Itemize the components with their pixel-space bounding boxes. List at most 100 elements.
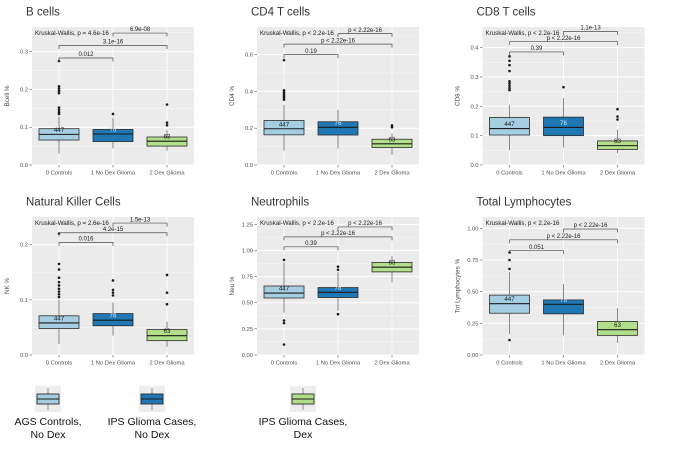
y-tick-label: 0.6	[245, 53, 253, 59]
outlier-point	[508, 80, 511, 83]
outlier-point	[57, 290, 61, 293]
x-tick-label: 2 Dex Glioma	[600, 171, 636, 177]
significance-bracket	[58, 57, 114, 62]
natural-killer-cells-chart: 0.0 0.1 0.2 0 Controls 1 No Dex Glioma 2 Dex …	[4, 197, 194, 367]
outlier-point	[390, 124, 394, 127]
legend-label-line: Dex	[293, 428, 313, 441]
panel-neutrophils: 0.00 0.25 0.50 0.75 1.00 1.25 0 Controls 1 No D…	[225, 190, 450, 380]
significance-label: 0.39	[305, 241, 317, 247]
outlier-point	[57, 284, 61, 287]
sample-size-label: 447	[279, 121, 290, 128]
significance-bracket	[509, 250, 564, 255]
outlier-point	[282, 98, 286, 101]
outlier-point	[508, 86, 511, 90]
significance-label: 1.5e-13	[130, 217, 151, 223]
outlier-point	[57, 91, 61, 95]
y-tick-label: 0.0	[470, 163, 478, 169]
y-axis-label: Tot Lymphocytes %	[455, 258, 462, 313]
sample-size-label: 447	[504, 296, 515, 303]
outlier-point	[165, 124, 169, 127]
outlier-point	[336, 312, 340, 316]
panel-title: Total Lymphocytes	[477, 197, 572, 209]
neutrophils-chart: 0.00 0.25 0.50 0.75 1.00 1.25 0 Controls 1 No D…	[229, 197, 419, 367]
significance-bracket	[58, 45, 168, 50]
outlier-point	[57, 292, 61, 296]
boxplot-box	[146, 329, 188, 342]
total-lymphocytes-chart: 0.00 0.25 0.50 0.75 1.00 0 Controls 1 No Dex G…	[455, 197, 645, 367]
boxplot-box	[543, 116, 584, 137]
y-tick-label: 0.3	[470, 75, 478, 81]
outlier-point	[57, 110, 61, 114]
panel-grid: 0.0 0.1 0.2 0.3 0 Controls 1 No Dex Glioma 2 D…	[0, 7, 645, 380]
outlier-point	[165, 291, 169, 294]
boxplot-glyph-icon	[290, 386, 316, 412]
significance-bracket	[563, 228, 618, 233]
sample-size-label: 447	[54, 127, 65, 134]
y-tick-label: 1.00	[467, 226, 478, 232]
cd8-t-cells-chart: 0.0 0.1 0.2 0.3 0.4 0 Controls 1 No Dex Glioma…	[455, 7, 645, 177]
y-tick-label: 0.25	[467, 321, 478, 327]
sample-size-label: 76	[560, 120, 567, 127]
significance-label: 0.051	[529, 245, 545, 251]
outlier-point	[508, 69, 511, 73]
legend-label-line: IPS Glioma Cases,	[107, 416, 197, 428]
outlier-point	[111, 112, 115, 116]
boxplot-box	[317, 121, 359, 136]
cd4-t-cells-chart: 0.0 0.2 0.4 0.6 0 Controls 1 No Dex Glioma 2 D…	[229, 7, 419, 177]
y-tick-label: 1.00	[242, 248, 253, 254]
x-tick-label: 2 Dex Glioma	[600, 361, 636, 367]
x-tick-label: 1 No Dex Glioma	[541, 171, 586, 177]
y-axis-label: Bcell %	[4, 85, 11, 106]
y-tick-label: 0.0	[20, 353, 28, 359]
y-tick-label: 0.2	[20, 87, 28, 93]
significance-label: 0.39	[531, 46, 543, 52]
legend-label: AGS Controls, No Dex	[14, 416, 81, 441]
significance-bracket	[337, 33, 393, 38]
panel-natural-killer-cells: 0.0 0.1 0.2 0 Controls 1 No Dex Glioma 2 Dex …	[0, 190, 225, 380]
x-tick-label: 0 Controls	[271, 171, 298, 177]
significance-label: p < 2.22e-16	[547, 234, 582, 240]
y-axis-label: NK %	[4, 278, 11, 294]
y-tick-label: 0.0	[245, 163, 253, 169]
y-tick-label: 1.25	[242, 222, 253, 228]
outlier-point	[282, 58, 286, 62]
outlier-point	[57, 106, 61, 109]
boxplot-box	[92, 313, 134, 327]
outlier-point	[282, 258, 286, 262]
y-tick-label: 0.25	[242, 327, 253, 333]
outlier-point	[282, 96, 286, 100]
significance-label: 0.012	[78, 52, 94, 58]
outlier-point	[57, 89, 61, 93]
significance-label: p < 2.22e-16	[547, 36, 582, 42]
outlier-point	[390, 125, 394, 129]
x-tick-label: 0 Controls	[46, 361, 73, 367]
y-tick-label: 0.50	[467, 290, 478, 296]
x-tick-label: 1 No Dex Glioma	[316, 361, 361, 367]
significance-label: p < 2.22e-16	[348, 28, 383, 34]
outlier-point	[508, 84, 511, 88]
significance-bracket	[283, 54, 339, 59]
x-tick-label: 2 Dex Glioma	[149, 171, 185, 177]
significance-bracket	[563, 31, 618, 35]
y-tick-label: 0.2	[245, 126, 253, 132]
y-tick-label: 0.1	[470, 134, 478, 140]
kruskal-wallis-label: Kruskal-Wallis, p < 2.2e-16	[486, 220, 560, 227]
significance-bracket	[58, 242, 114, 246]
sample-size-label: 63	[389, 260, 396, 267]
panel-title: CD8 T cells	[477, 7, 536, 19]
outlier-point	[165, 273, 169, 277]
kruskal-wallis-label: Kruskal-Wallis, p = 4.6e-16	[35, 30, 109, 37]
kruskal-wallis-label: Kruskal-Wallis, p < 2.2e-16	[260, 30, 334, 37]
outlier-point	[282, 321, 286, 325]
significance-bracket	[509, 41, 618, 46]
outlier-point	[282, 319, 286, 322]
significance-label: p < 2.22e-16	[348, 221, 383, 227]
sample-size-label: 76	[335, 285, 342, 292]
legend-label: IPS Glioma Cases, No Dex	[108, 416, 197, 441]
x-tick-label: 0 Controls	[46, 171, 73, 177]
outlier-point	[57, 295, 61, 299]
sample-size-label: 76	[335, 120, 342, 127]
y-tick-label: 0.50	[242, 301, 253, 307]
boxplot-glyph-icon	[139, 386, 165, 412]
y-tick-label: 0.2	[20, 243, 28, 249]
